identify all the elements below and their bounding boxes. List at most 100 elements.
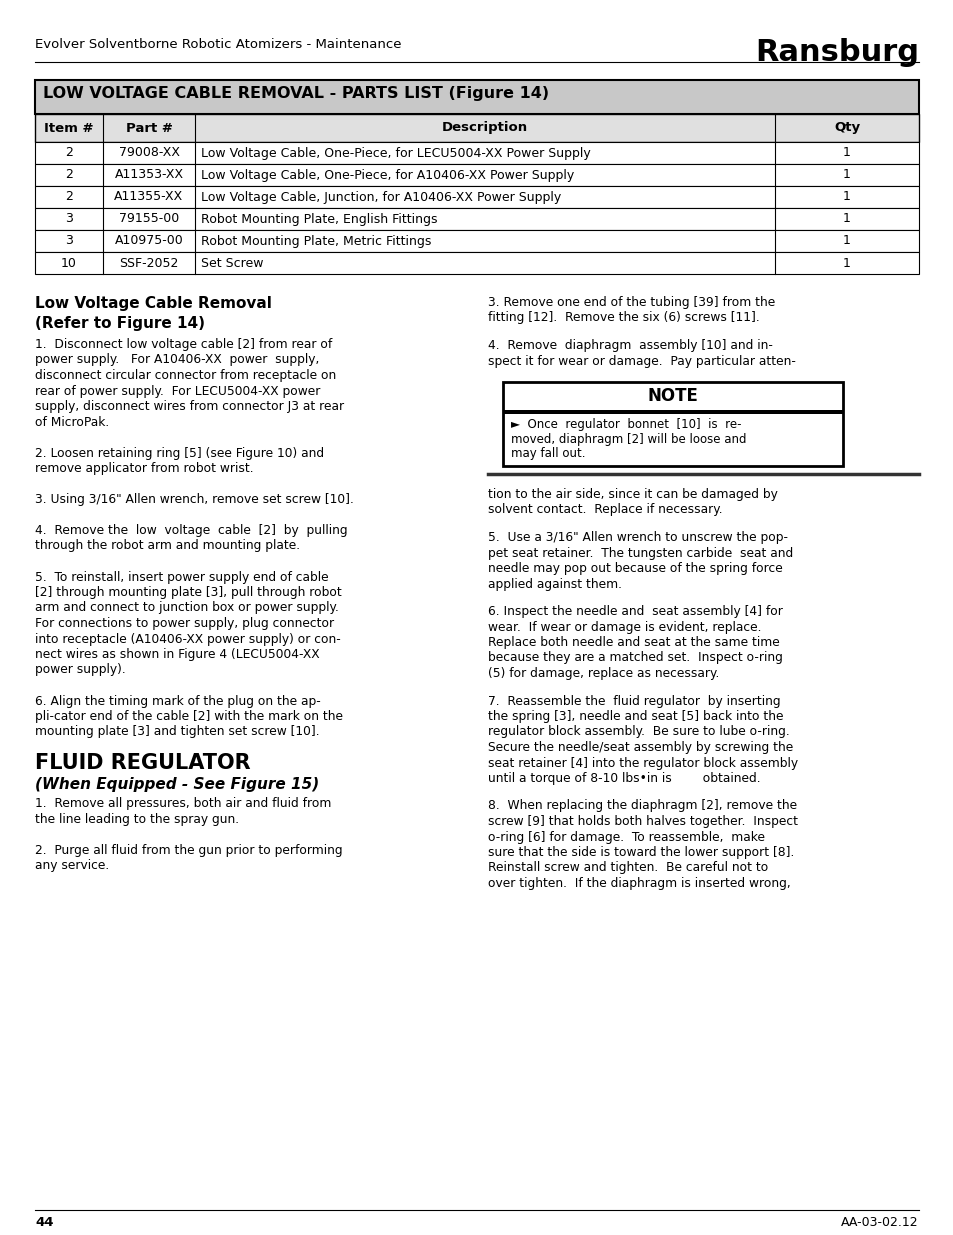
Text: Replace both needle and seat at the same time: Replace both needle and seat at the same… [488,636,779,650]
Text: 7.  Reassemble the  fluid regulator  by inserting: 7. Reassemble the fluid regulator by ins… [488,694,780,708]
Text: (5) for damage, replace as necessary.: (5) for damage, replace as necessary. [488,667,719,680]
Text: supply, disconnect wires from connector J3 at rear: supply, disconnect wires from connector … [35,400,344,412]
Text: 1: 1 [842,212,850,226]
Text: Evolver Solventborne Robotic Atomizers - Maintenance: Evolver Solventborne Robotic Atomizers -… [35,38,401,51]
Text: A11355-XX: A11355-XX [114,190,183,204]
Text: sure that the side is toward the lower support [8].: sure that the side is toward the lower s… [488,846,794,860]
Text: until a torque of 8-10 lbs•in is        obtained.: until a torque of 8-10 lbs•in is obtaine… [488,772,760,785]
Text: 3. Remove one end of the tubing [39] from the: 3. Remove one end of the tubing [39] fro… [488,296,775,309]
Text: arm and connect to junction box or power supply.: arm and connect to junction box or power… [35,601,338,615]
Text: needle may pop out because of the spring force: needle may pop out because of the spring… [488,562,781,576]
Text: SSF-2052: SSF-2052 [119,257,178,269]
Text: nect wires as shown in Figure 4 (LECU5004-XX: nect wires as shown in Figure 4 (LECU500… [35,648,319,661]
Text: the spring [3], needle and seat [5] back into the: the spring [3], needle and seat [5] back… [488,710,782,722]
Text: Secure the needle/seat assembly by screwing the: Secure the needle/seat assembly by screw… [488,741,792,755]
Text: Low Voltage Cable, One-Piece, for A10406-XX Power Supply: Low Voltage Cable, One-Piece, for A10406… [201,168,574,182]
Text: FLUID REGULATOR: FLUID REGULATOR [35,753,251,773]
Bar [35,164,918,186]
Text: Low Voltage Cable Removal: Low Voltage Cable Removal [35,296,272,311]
Text: 1: 1 [842,147,850,159]
Text: through the robot arm and mounting plate.: through the robot arm and mounting plate… [35,540,300,552]
Text: AA-03-02.12: AA-03-02.12 [841,1216,918,1229]
Text: pet seat retainer.  The tungsten carbide  seat and: pet seat retainer. The tungsten carbide … [488,547,792,559]
Text: because they are a matched set.  Inspect o-ring: because they are a matched set. Inspect … [488,652,782,664]
Text: seat retainer [4] into the regulator block assembly: seat retainer [4] into the regulator blo… [488,757,798,769]
Text: wear.  If wear or damage is evident, replace.: wear. If wear or damage is evident, repl… [488,620,760,634]
Text: 5.  Use a 3/16" Allen wrench to unscrew the pop-: 5. Use a 3/16" Allen wrench to unscrew t… [488,531,787,543]
Text: 3: 3 [65,235,72,247]
Text: Low Voltage Cable, Junction, for A10406-XX Power Supply: Low Voltage Cable, Junction, for A10406-… [201,190,560,204]
Bar [502,410,842,414]
Text: pli-cator end of the cable [2] with the mark on the: pli-cator end of the cable [2] with the … [35,710,343,722]
Text: 8.  When replacing the diaphragm [2], remove the: 8. When replacing the diaphragm [2], rem… [488,799,797,813]
Text: rear of power supply.  For LECU5004-XX power: rear of power supply. For LECU5004-XX po… [35,384,320,398]
Text: 2. Loosen retaining ring [5] (see Figure 10) and: 2. Loosen retaining ring [5] (see Figure… [35,447,324,459]
Text: (Refer to Figure 14): (Refer to Figure 14) [35,316,205,331]
Text: 2: 2 [65,147,72,159]
Bar [35,186,918,207]
Text: of MicroPak.: of MicroPak. [35,415,110,429]
Text: For connections to power supply, plug connector: For connections to power supply, plug co… [35,618,334,630]
Text: power supply).: power supply). [35,663,126,677]
Text: 1: 1 [842,235,850,247]
Text: tion to the air side, since it can be damaged by: tion to the air side, since it can be da… [488,488,777,501]
Bar [35,207,918,230]
Text: (When Equipped - See Figure 15): (When Equipped - See Figure 15) [35,777,319,792]
Bar [35,80,918,114]
Text: 1: 1 [842,190,850,204]
Text: 2: 2 [65,190,72,204]
Text: LOW VOLTAGE CABLE REMOVAL - PARTS LIST (Figure 14): LOW VOLTAGE CABLE REMOVAL - PARTS LIST (… [43,86,549,101]
Text: solvent contact.  Replace if necessary.: solvent contact. Replace if necessary. [488,504,721,516]
Text: [2] through mounting plate [3], pull through robot: [2] through mounting plate [3], pull thr… [35,585,341,599]
Bar [502,382,842,466]
Text: 79008-XX: 79008-XX [118,147,179,159]
Text: fitting [12].  Remove the six (6) screws [11].: fitting [12]. Remove the six (6) screws … [488,311,759,325]
Text: disconnect circular connector from receptacle on: disconnect circular connector from recep… [35,369,335,382]
Text: o-ring [6] for damage.  To reassemble,  make: o-ring [6] for damage. To reassemble, ma… [488,830,764,844]
Bar [35,252,918,274]
Text: Description: Description [441,121,528,135]
Text: into receptacle (A10406-XX power supply) or con-: into receptacle (A10406-XX power supply)… [35,632,340,646]
Text: 1: 1 [842,257,850,269]
Text: Robot Mounting Plate, English Fittings: Robot Mounting Plate, English Fittings [201,212,437,226]
Text: moved, diaphragm [2] will be loose and: moved, diaphragm [2] will be loose and [511,432,745,446]
Text: any service.: any service. [35,860,110,872]
Text: A10975-00: A10975-00 [114,235,183,247]
Text: 1: 1 [842,168,850,182]
Text: Item #: Item # [44,121,93,135]
Text: may fall out.: may fall out. [511,447,585,459]
Text: Robot Mounting Plate, Metric Fittings: Robot Mounting Plate, Metric Fittings [201,235,431,247]
Text: over tighten.  If the diaphragm is inserted wrong,: over tighten. If the diaphragm is insert… [488,877,790,890]
Text: 6. Align the timing mark of the plug on the ap-: 6. Align the timing mark of the plug on … [35,694,320,708]
Text: 10: 10 [61,257,77,269]
Text: power supply.   For A10406-XX  power  supply,: power supply. For A10406-XX power supply… [35,353,319,367]
Bar [35,142,918,164]
Text: Part #: Part # [126,121,172,135]
Text: Qty: Qty [833,121,860,135]
Text: 4.  Remove  diaphragm  assembly [10] and in-: 4. Remove diaphragm assembly [10] and in… [488,338,772,352]
Text: mounting plate [3] and tighten set screw [10].: mounting plate [3] and tighten set screw… [35,725,319,739]
Text: A11353-XX: A11353-XX [114,168,183,182]
Text: Ransburg: Ransburg [754,38,918,67]
Text: 4.  Remove the  low  voltage  cable  [2]  by  pulling: 4. Remove the low voltage cable [2] by p… [35,524,347,537]
Text: screw [9] that holds both halves together.  Inspect: screw [9] that holds both halves togethe… [488,815,797,827]
Text: 3: 3 [65,212,72,226]
Text: ►  Once  regulator  bonnet  [10]  is  re-: ► Once regulator bonnet [10] is re- [511,417,740,431]
Bar [35,230,918,252]
Text: 5.  To reinstall, insert power supply end of cable: 5. To reinstall, insert power supply end… [35,571,328,583]
Text: Low Voltage Cable, One-Piece, for LECU5004-XX Power Supply: Low Voltage Cable, One-Piece, for LECU50… [201,147,590,159]
Text: Reinstall screw and tighten.  Be careful not to: Reinstall screw and tighten. Be careful … [488,862,767,874]
Text: Set Screw: Set Screw [201,257,263,269]
Text: regulator block assembly.  Be sure to lube o-ring.: regulator block assembly. Be sure to lub… [488,725,789,739]
Text: 44: 44 [35,1216,53,1229]
Text: spect it for wear or damage.  Pay particular atten-: spect it for wear or damage. Pay particu… [488,354,795,368]
Text: 3. Using 3/16" Allen wrench, remove set screw [10].: 3. Using 3/16" Allen wrench, remove set … [35,493,354,506]
Text: 1.  Remove all pressures, both air and fluid from: 1. Remove all pressures, both air and fl… [35,797,331,810]
Text: 79155-00: 79155-00 [119,212,179,226]
Text: 1.  Disconnect low voltage cable [2] from rear of: 1. Disconnect low voltage cable [2] from… [35,338,332,351]
Text: remove applicator from robot wrist.: remove applicator from robot wrist. [35,462,253,475]
Bar [35,114,918,142]
Text: applied against them.: applied against them. [488,578,621,590]
Text: NOTE: NOTE [647,387,698,405]
Text: 2: 2 [65,168,72,182]
